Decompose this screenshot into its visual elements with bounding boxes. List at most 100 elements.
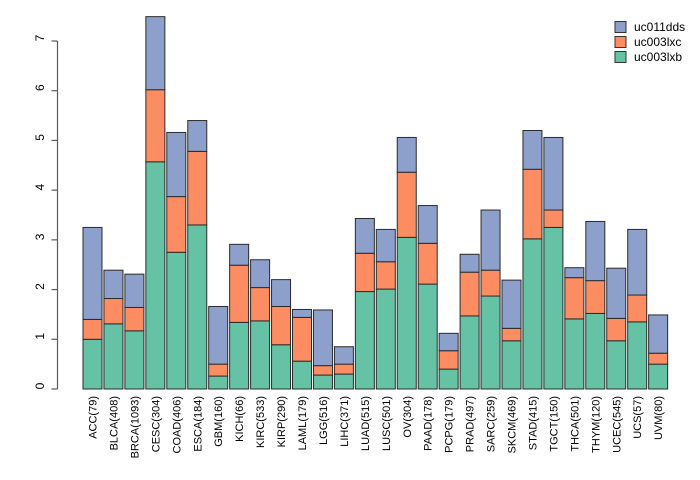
legend-swatch-uc003lxc [614,36,627,48]
bar-segment-uc003lxb [627,321,648,390]
x-axis-label: THCA(501) [569,396,581,452]
bar-segment-uc003lxb [375,288,396,390]
x-axis-label: LAML(179) [297,396,309,450]
bar-segment-uc003lxb [606,340,627,390]
bar-segment-uc011dds [648,314,669,354]
bar-segment-uc003lxb [271,344,292,390]
legend-label-uc011dds: uc011dds [634,20,685,34]
bar-segment-uc003lxc [208,363,229,377]
bar-segment-uc011dds [103,269,124,300]
bar-segment-uc003lxb [480,295,501,390]
bar-segment-uc003lxc [166,196,187,253]
bar-segment-uc011dds [522,129,543,170]
bar-segment-uc003lxb [208,375,229,390]
bar-segment-uc003lxb [522,238,543,390]
bar-segment-uc003lxb [166,251,187,390]
x-axis-label: COAD(406) [171,396,183,453]
bar-segment-uc003lxc [396,171,417,238]
y-axis-tick-label: 3 [33,233,47,240]
bar-segment-uc011dds [208,305,229,365]
bar-segment-uc003lxb [312,374,333,390]
y-axis-tick-label: 1 [33,333,47,340]
y-axis-tick-label: 0 [33,382,47,389]
bar-segment-uc003lxb [564,318,585,390]
bar-segment-uc011dds [585,220,606,282]
bar-segment-uc003lxb [124,330,145,390]
x-axis-label: GBM(160) [213,396,225,447]
y-axis-tick-label: 7 [33,34,47,41]
x-axis-label: KIRC(533) [255,396,267,448]
bar-segment-uc003lxc [648,352,669,365]
bar-segment-uc011dds [292,308,312,318]
bar-segment-uc011dds [187,120,208,152]
bar-segment-uc003lxc [459,271,480,317]
x-axis-label: LUAD(515) [360,396,372,451]
bar-segment-uc003lxb [396,236,417,390]
bar-segment-uc003lxb [648,363,669,390]
x-axis-label: OV(304) [402,396,414,438]
legend-label-uc003lxc: uc003lxc [634,35,681,49]
x-axis-label: UCEC(545) [611,396,623,453]
bar-segment-uc003lxb [145,161,166,390]
bar-segment-uc003lxb [187,224,208,390]
bar-segment-uc003lxc [103,298,124,325]
bar-segment-uc011dds [417,205,438,244]
bar-segment-uc003lxc [271,305,292,346]
x-axis-label: SARC(259) [486,396,498,452]
bar-segment-uc011dds [271,279,292,307]
bar-segment-uc011dds [606,267,627,319]
x-axis-label: PRAD(497) [465,396,477,452]
bar-segment-uc003lxb [459,315,480,390]
x-axis-label: LGG(516) [318,396,330,445]
y-axis-tick-label: 6 [33,84,47,91]
bar-segment-uc011dds [229,243,250,266]
bar-segment-uc003lxc [480,269,501,297]
bar-segment-uc011dds [354,217,375,254]
y-axis-tick-label: 4 [33,183,47,190]
bar-segment-uc003lxc [250,287,271,322]
bar-segment-uc011dds [501,279,522,329]
bar-segment-uc003lxb [585,312,606,390]
bar-segment-uc011dds [166,131,187,198]
bar-segment-uc011dds [124,273,145,308]
bar-segment-uc011dds [459,253,480,273]
bar-segment-uc003lxb [501,340,522,390]
x-axis-label: ESCA(184) [192,396,204,452]
x-axis-label: BRCA(1093) [129,396,141,458]
bar-segment-uc003lxc [417,242,438,285]
bar-segment-uc003lxb [229,321,250,390]
legend-label-uc003lxb: uc003lxb [634,50,682,64]
bar-segment-uc003lxc [543,209,564,228]
bar-segment-uc003lxb [82,338,103,390]
bar-segment-uc011dds [145,16,166,91]
bar-segment-uc011dds [396,136,417,173]
bar-segment-uc011dds [564,267,585,279]
x-axis-label: BLCA(408) [108,396,120,450]
bar-segment-uc011dds [375,228,396,263]
bar-segment-uc003lxc [187,150,208,226]
x-axis-label: TGCT(150) [548,396,560,452]
x-axis-label: KICH(66) [234,396,246,442]
bar-segment-uc003lxc [438,350,459,370]
bar-segment-uc011dds [250,259,271,289]
bar-segment-uc011dds [438,332,459,352]
bar-segment-uc003lxc [292,316,312,362]
legend-swatch-uc003lxb [614,51,627,63]
bar-segment-uc011dds [333,346,354,365]
bar-segment-uc003lxc [564,277,585,320]
bar-segment-uc003lxc [585,280,606,314]
bar-segment-uc011dds [543,136,564,211]
bar-segment-uc011dds [82,226,103,320]
x-axis-label: UCS(57) [632,396,644,439]
bar-segment-uc003lxb [250,320,271,390]
bar-segment-uc011dds [627,228,648,296]
bar-segment-uc003lxb [438,368,459,390]
x-axis-label: PAAD(178) [423,396,435,451]
bar-segment-uc003lxc [229,264,250,323]
x-axis-label: ACC(79) [88,396,100,439]
bar-segment-uc003lxc [354,252,375,293]
bar-segment-uc003lxc [124,306,145,332]
x-axis-label: LUSC(501) [381,396,393,451]
x-axis-label: THYM(120) [590,396,602,453]
